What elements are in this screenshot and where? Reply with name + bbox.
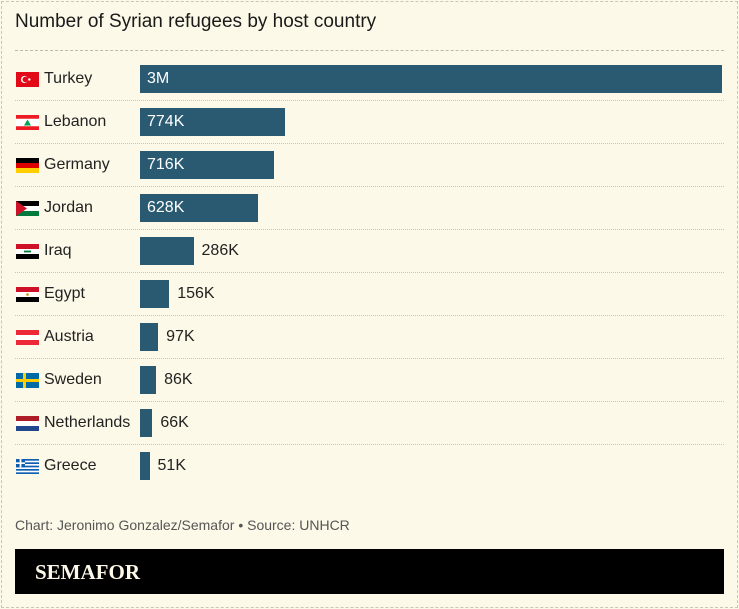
turkey-flag-icon xyxy=(16,72,39,87)
bar xyxy=(140,65,722,93)
chart-title: Number of Syrian refugees by host countr… xyxy=(15,11,377,32)
bar-row-netherlands: Netherlands 66K xyxy=(15,402,724,445)
category-label: Germany xyxy=(44,156,110,173)
egypt-flag-icon xyxy=(16,287,39,302)
data-label: 286K xyxy=(201,242,239,259)
bar xyxy=(140,194,258,222)
row-divider xyxy=(15,444,724,445)
data-label: 628K xyxy=(147,199,185,216)
data-label: 3M xyxy=(147,70,170,87)
bar-row-sweden: Sweden 86K xyxy=(15,359,724,402)
bar-row-jordan: Jordan 628K xyxy=(15,187,724,230)
bar-row-lebanon: Lebanon 774K xyxy=(15,101,724,144)
semafor-logo: SEMAFOR xyxy=(35,560,140,584)
divider xyxy=(15,50,724,51)
row-divider xyxy=(15,229,724,230)
row-divider xyxy=(15,401,724,402)
category-label: Sweden xyxy=(44,371,102,388)
footer-bar: SEMAFOR xyxy=(15,549,724,594)
bar-row-egypt: Egypt 156K xyxy=(15,273,724,316)
category-label: Greece xyxy=(44,457,97,474)
data-label: 97K xyxy=(166,328,195,345)
bar xyxy=(140,366,157,394)
greece-flag-icon xyxy=(16,459,39,474)
bar xyxy=(140,452,150,480)
category-label: Netherlands xyxy=(44,414,131,431)
category-label: Egypt xyxy=(44,285,85,302)
data-label: 716K xyxy=(147,156,185,173)
row-divider xyxy=(15,358,724,359)
bar-row-germany: Germany 716K xyxy=(15,144,724,187)
bar-row-turkey: Turkey 3M xyxy=(15,58,724,101)
bar xyxy=(140,237,194,265)
iraq-flag-icon xyxy=(16,244,39,259)
data-label: 156K xyxy=(177,285,215,302)
row-divider xyxy=(15,315,724,316)
row-divider xyxy=(15,143,724,144)
bar-row-austria: Austria 97K xyxy=(15,316,724,359)
source-note: Chart: Jeronimo Gonzalez/Semafor • Sourc… xyxy=(15,517,350,533)
data-label: 66K xyxy=(160,414,189,431)
category-label: Turkey xyxy=(44,70,93,87)
bar xyxy=(140,108,285,136)
germany-flag-icon xyxy=(16,158,39,173)
row-divider xyxy=(15,272,724,273)
data-label: 51K xyxy=(157,457,186,474)
data-label: 86K xyxy=(164,371,193,388)
sweden-flag-icon xyxy=(16,373,39,388)
bar-row-greece: Greece 51K xyxy=(15,445,724,488)
category-label: Lebanon xyxy=(44,113,107,130)
bar-row-iraq: Iraq 286K xyxy=(15,230,724,273)
bar xyxy=(140,151,274,179)
category-label: Austria xyxy=(44,328,94,345)
row-divider xyxy=(15,186,724,187)
bar xyxy=(140,409,153,437)
netherlands-flag-icon xyxy=(16,416,39,431)
austria-flag-icon xyxy=(16,330,39,345)
lebanon-flag-icon xyxy=(16,115,39,130)
data-label: 774K xyxy=(147,113,185,130)
category-label: Jordan xyxy=(44,199,93,216)
bar xyxy=(140,280,170,308)
row-divider xyxy=(15,100,724,101)
category-label: Iraq xyxy=(44,242,72,259)
jordan-flag-icon xyxy=(16,201,39,216)
bar xyxy=(140,323,159,351)
